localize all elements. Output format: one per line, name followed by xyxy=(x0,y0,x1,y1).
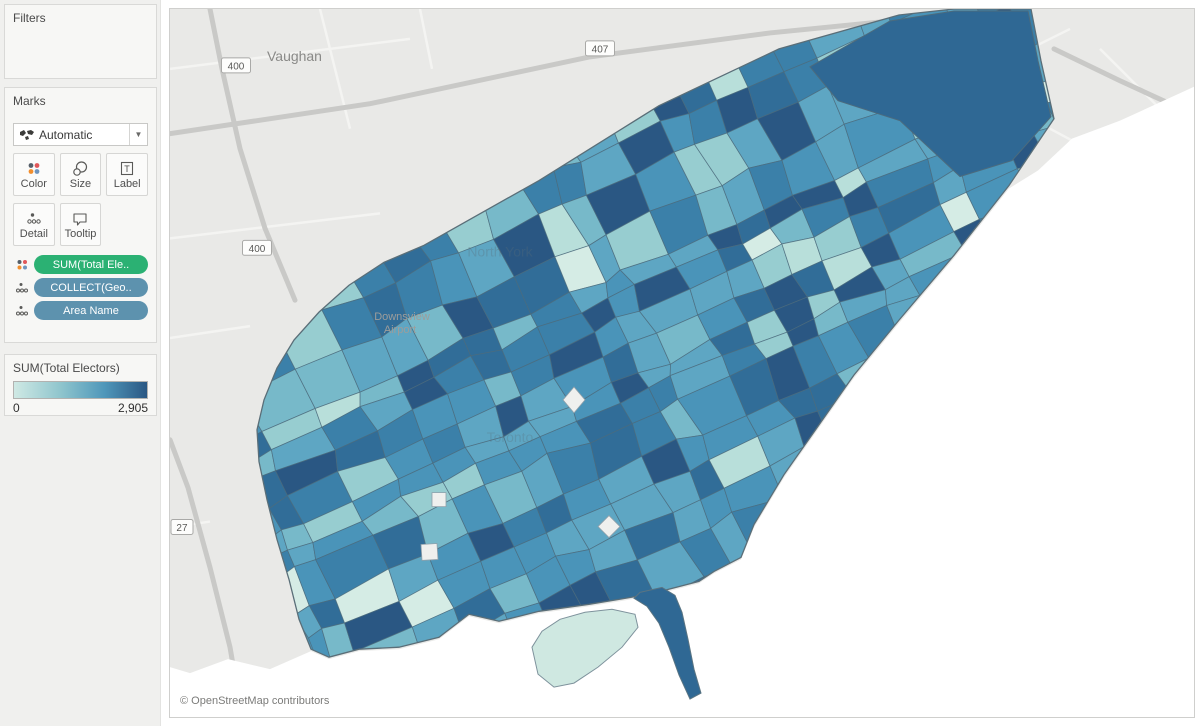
detail-icon xyxy=(25,210,43,227)
legend-max: 2,905 xyxy=(117,401,148,415)
filters-title: Filters xyxy=(13,11,46,25)
detail-button[interactable]: Detail xyxy=(13,203,55,246)
color-legend-card[interactable]: SUM(Total Electors) 0 2,905 xyxy=(4,354,157,416)
mark-type-dropdown[interactable]: Automatic ▼ xyxy=(13,123,148,146)
legend-labels: 0 2,905 xyxy=(13,401,148,415)
svg-text:Toronto: Toronto xyxy=(487,429,534,445)
detail-button-label: Detail xyxy=(19,227,48,240)
mark-type-label: Automatic xyxy=(39,127,93,142)
filters-card[interactable]: Filters xyxy=(4,4,157,79)
svg-text:407: 407 xyxy=(592,44,609,55)
tooltip-icon xyxy=(71,210,89,227)
svg-text:27: 27 xyxy=(176,523,188,534)
marks-buttons-row-1: Color Size T xyxy=(13,153,148,196)
pill-row-color: SUM(Total Ele.. xyxy=(13,255,148,274)
tooltip-button-label: Tooltip xyxy=(64,227,97,240)
detail-dots-icon xyxy=(13,281,31,295)
size-button-label: Size xyxy=(69,177,92,190)
legend-title: SUM(Total Electors) xyxy=(13,361,120,375)
size-button[interactable]: Size xyxy=(59,153,102,196)
pill-collect-geometry[interactable]: COLLECT(Geo.. xyxy=(34,278,148,297)
color-dots-icon xyxy=(13,258,31,272)
color-icon xyxy=(25,160,42,177)
marks-buttons-row-2: Detail Tooltip xyxy=(13,203,148,246)
label-button-label: Label xyxy=(113,177,141,190)
svg-text:Vaughan: Vaughan xyxy=(267,48,322,64)
label-icon: T xyxy=(119,160,135,177)
marks-title: Marks xyxy=(13,94,46,108)
svg-text:400: 400 xyxy=(249,244,266,255)
svg-text:T: T xyxy=(124,164,130,174)
tooltip-button[interactable]: Tooltip xyxy=(59,203,102,246)
pill-row-area-name: Area Name xyxy=(13,301,148,320)
svg-text:Downsview: Downsview xyxy=(374,311,430,323)
map-view[interactable]: Vaughan Downsview Airport North York Toronto… xyxy=(169,8,1195,718)
legend-gradient xyxy=(13,381,148,399)
marks-pills: SUM(Total Ele.. COLLECT(Geo.. xyxy=(13,255,148,320)
marks-card: Marks Automatic ▼ Color xyxy=(4,87,157,343)
pill-sum-total-electors[interactable]: SUM(Total Ele.. xyxy=(34,255,148,274)
pill-area-name[interactable]: Area Name xyxy=(34,301,148,320)
legend-min: 0 xyxy=(13,401,20,415)
svg-text:Airport: Airport xyxy=(384,324,416,336)
pill-row-collect: COLLECT(Geo.. xyxy=(13,278,148,297)
detail-dots-icon xyxy=(13,304,31,318)
map-marks-icon xyxy=(19,129,35,141)
label-button[interactable]: T Label xyxy=(106,153,148,196)
color-button-label: Color xyxy=(20,177,47,190)
size-icon xyxy=(71,160,89,177)
color-button[interactable]: Color xyxy=(13,153,55,196)
svg-text:400: 400 xyxy=(228,61,245,72)
map-attribution: © OpenStreetMap contributors xyxy=(174,694,336,709)
chevron-down-icon[interactable]: ▼ xyxy=(129,124,147,145)
svg-text:North York: North York xyxy=(467,243,532,259)
left-panel: Filters Marks Automatic ▼ xyxy=(0,0,160,726)
worksheet-view: Vaughan Downsview Airport North York Toronto… xyxy=(160,0,1203,726)
